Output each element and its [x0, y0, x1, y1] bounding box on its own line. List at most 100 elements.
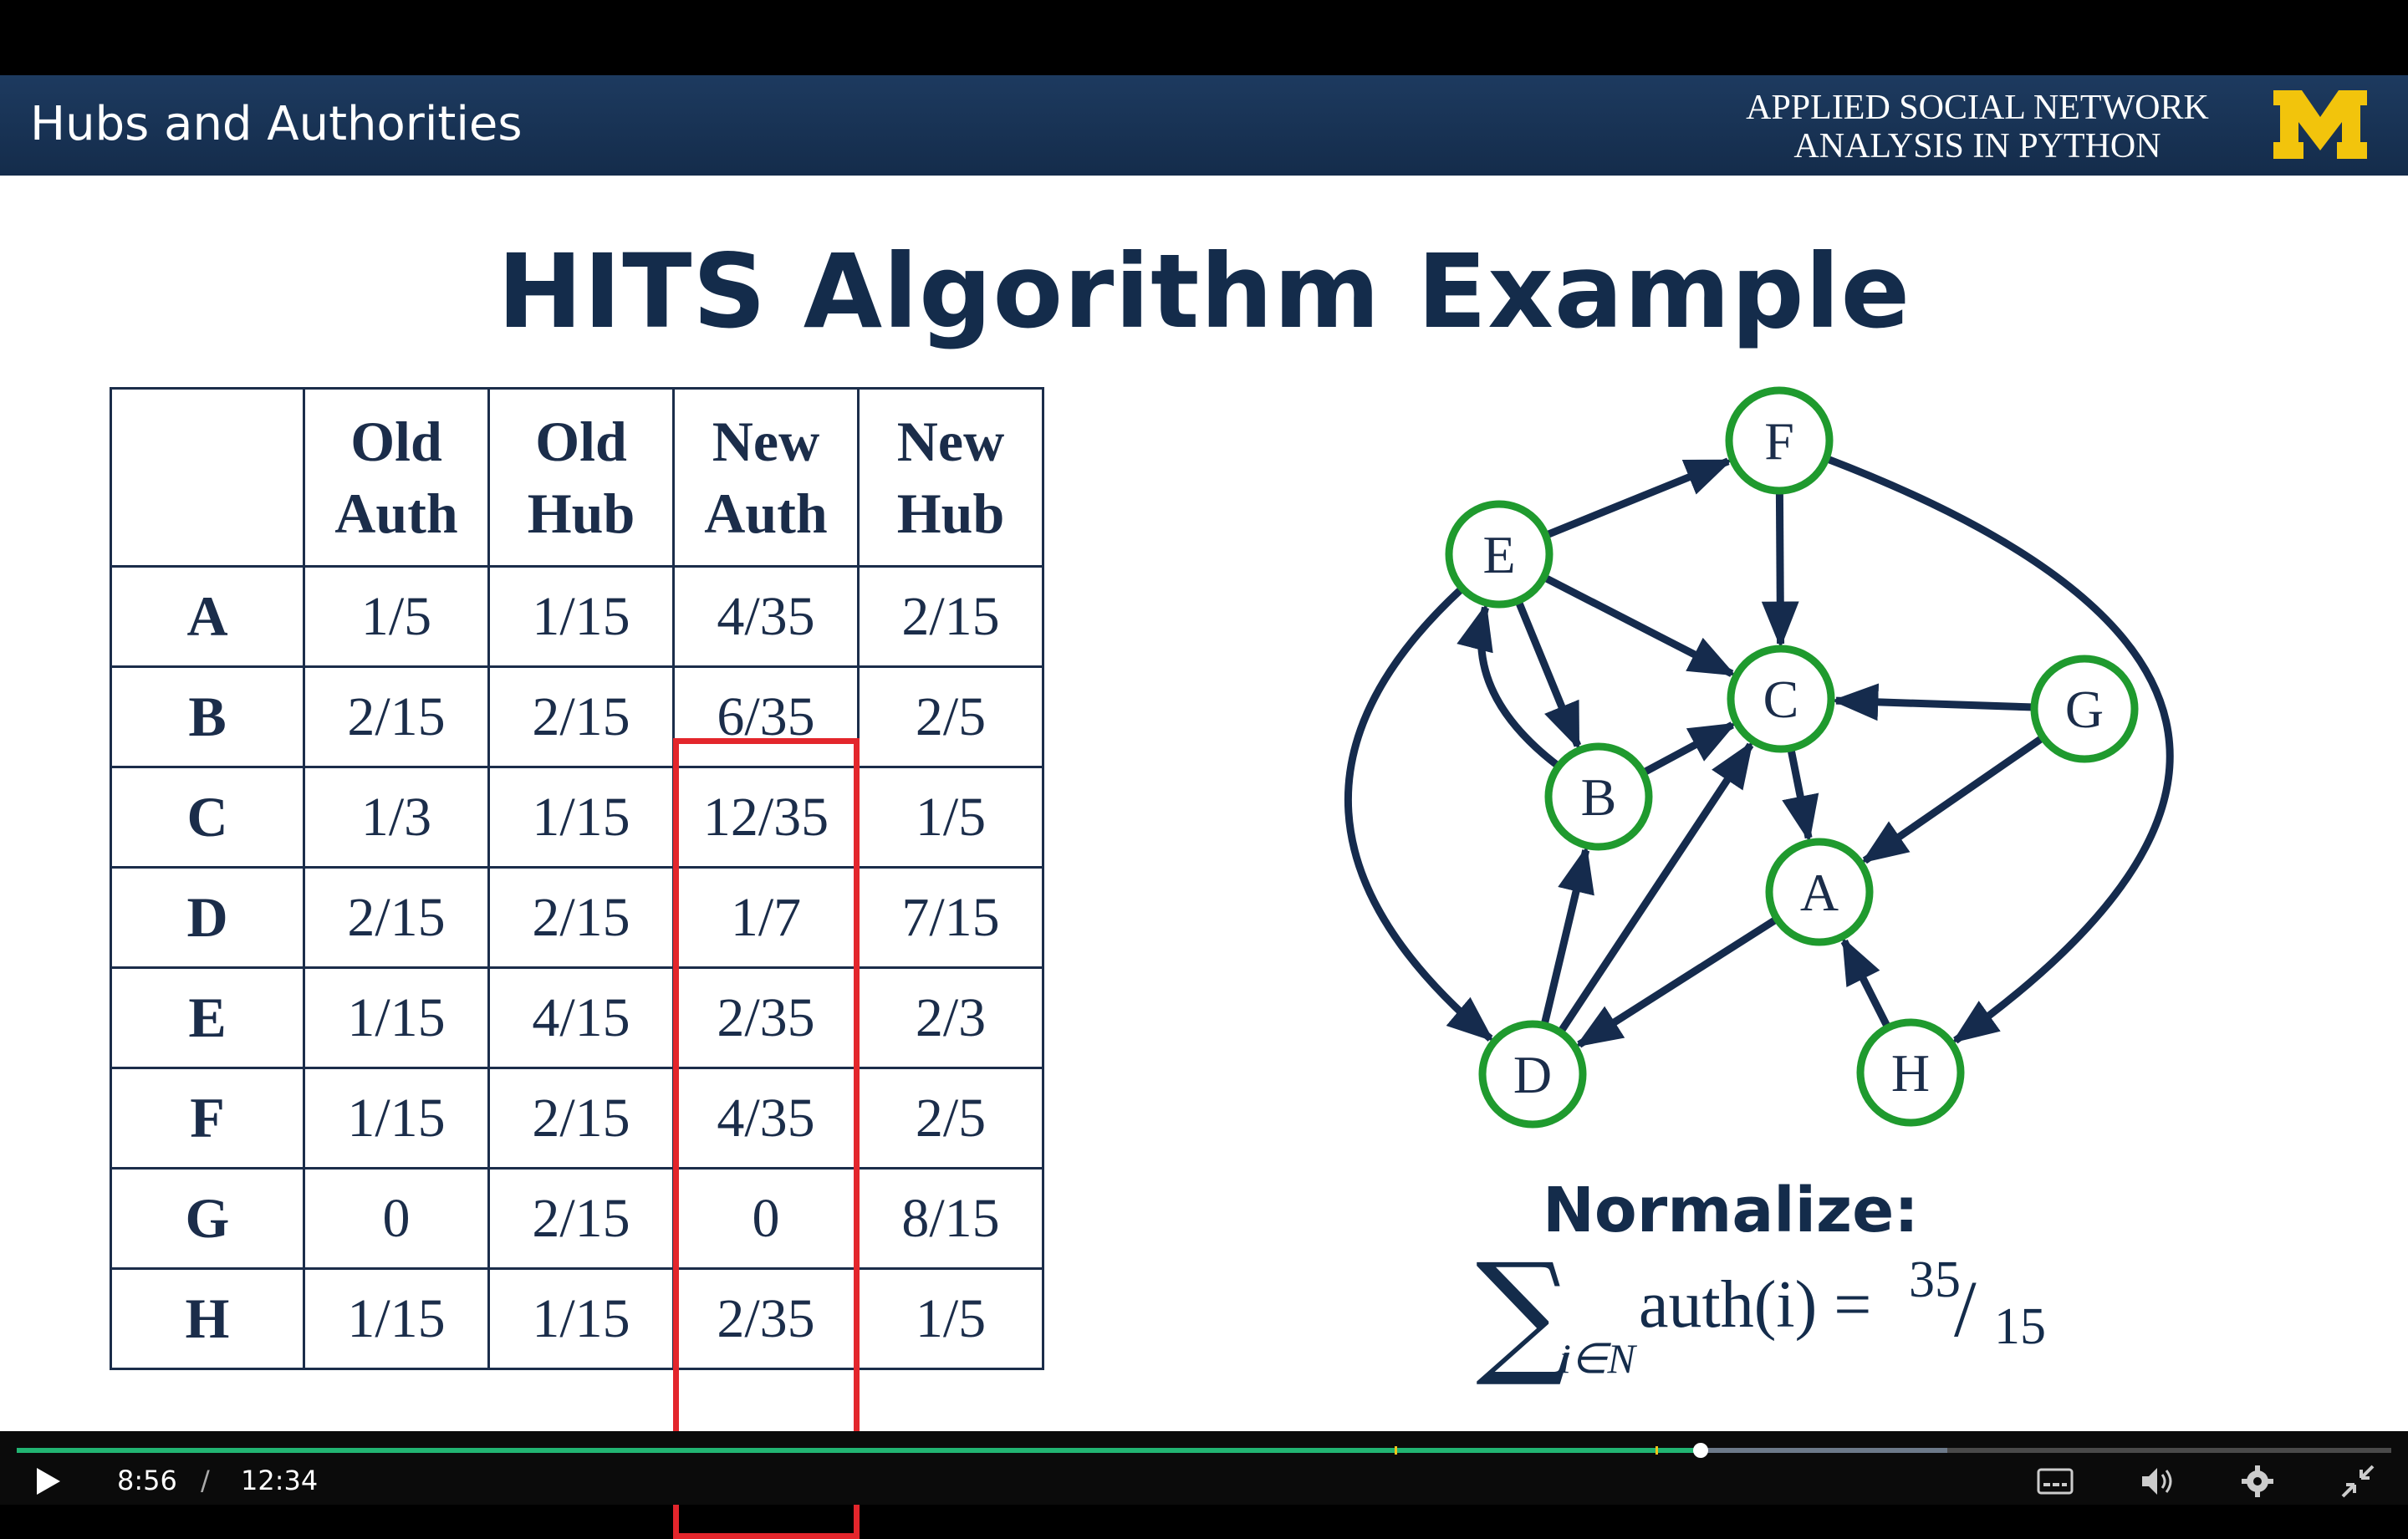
edge-e-to-c — [1542, 573, 1737, 677]
edge-d-to-c — [1557, 741, 1754, 1035]
edge-e-to-b — [1514, 599, 1582, 751]
table-cell: 6/35 — [672, 665, 860, 768]
progress-scrubber-handle[interactable] — [1693, 1443, 1709, 1458]
university-logo — [2273, 90, 2367, 159]
table-row: B 2/15 2/15 6/35 2/5 — [110, 665, 1044, 768]
edge-f-to-c — [1761, 490, 1799, 649]
node-label: D — [1513, 1045, 1552, 1104]
course-title: APPLIED SOCIAL NETWORK ANALYSIS IN PYTHO… — [1722, 89, 2232, 166]
table-header-new-auth: New Auth — [672, 387, 860, 568]
table-cell: 7/15 — [857, 866, 1044, 969]
played-bar — [17, 1448, 1701, 1453]
node-circle — [1856, 1018, 1965, 1127]
normalize-label: Normalize: — [1543, 1175, 1919, 1246]
table-row: F 1/15 2/15 4/35 2/5 — [110, 1067, 1044, 1170]
normalize-formula: ∑ i∈N auth(i) = 35 / 15 — [1476, 1234, 2078, 1390]
table-cell: 1/7 — [672, 866, 860, 969]
node-label: A — [1800, 863, 1839, 922]
row-label: H — [110, 1267, 305, 1370]
node-label: C — [1763, 670, 1799, 729]
table-cell: 1/15 — [303, 966, 490, 1069]
summation-subscript: i∈N — [1559, 1335, 1635, 1382]
edge-g-to-c — [1831, 683, 2035, 721]
node-circle — [1544, 742, 1653, 851]
table-cell: 2/15 — [487, 1067, 675, 1170]
row-label: G — [110, 1167, 305, 1270]
table-cell: 1/15 — [303, 1267, 490, 1370]
row-label: A — [110, 565, 305, 668]
node-c: C — [1727, 645, 1835, 753]
video-player-controls: 8:56 / 12:34 — [0, 1431, 2408, 1505]
table-cell: 1/15 — [487, 766, 675, 869]
graph-nodes: A B C D E F G H — [1445, 386, 2139, 1129]
table-cell: 12/35 — [672, 766, 860, 869]
node-b: B — [1544, 742, 1653, 851]
table-cell: 1/15 — [487, 565, 675, 668]
table-cell: 2/5 — [857, 1067, 1044, 1170]
summation-symbol: ∑ — [1476, 1234, 1572, 1390]
table-cell: 4/35 — [672, 1067, 860, 1170]
edge-e-to-d — [1344, 585, 1494, 1042]
table-cell: 0 — [672, 1167, 860, 1270]
progress-track[interactable] — [17, 1443, 2391, 1458]
node-label: F — [1764, 411, 1794, 471]
table-cell: 1/15 — [303, 1067, 490, 1170]
letterbox-top — [0, 0, 2408, 75]
captions-icon[interactable] — [2035, 1461, 2075, 1501]
table-cell: 0 — [303, 1167, 490, 1270]
row-label: F — [110, 1067, 305, 1170]
table-cell: 4/15 — [487, 966, 675, 1069]
edge-b-to-c — [1640, 721, 1737, 777]
table-row: E 1/15 4/15 2/35 2/3 — [110, 966, 1044, 1069]
row-label: E — [110, 966, 305, 1069]
node-a: A — [1765, 838, 1874, 946]
chapter-marker — [1656, 1446, 1658, 1455]
formula-expression: auth(i) = — [1639, 1268, 1872, 1342]
table-header-blank — [110, 387, 305, 568]
table-cell: 2/15 — [487, 665, 675, 768]
node-circle — [1727, 645, 1835, 753]
table-row: C 1/3 1/15 12/35 1/5 — [110, 766, 1044, 869]
table-cell: 8/15 — [857, 1167, 1044, 1270]
row-label: B — [110, 665, 305, 768]
formula-slash: / — [1954, 1264, 1977, 1353]
play-icon[interactable] — [30, 1465, 64, 1498]
table-cell: 2/15 — [487, 1167, 675, 1270]
table-cell: 1/5 — [857, 1267, 1044, 1370]
table-cell: 1/5 — [303, 565, 490, 668]
table-cell: 1/5 — [857, 766, 1044, 869]
formula-denominator: 15 — [1994, 1298, 2046, 1355]
current-time: 8:56 — [117, 1465, 177, 1496]
table-header-row: Old Auth Old Hub New Auth New Hub — [110, 387, 1044, 568]
node-circle — [2030, 655, 2139, 763]
table-cell: 2/3 — [857, 966, 1044, 1069]
table-cell: 2/15 — [857, 565, 1044, 668]
table-cell: 4/35 — [672, 565, 860, 668]
slide-header: Hubs and Authorities APPLIED SOCIAL NETW… — [0, 75, 2408, 176]
table-cell: 1/3 — [303, 766, 490, 869]
node-h: H — [1856, 1018, 1965, 1127]
node-label: E — [1482, 525, 1515, 584]
table-cell: 2/35 — [672, 1267, 860, 1370]
edge-d-to-b — [1540, 845, 1594, 1027]
node-circle — [1725, 386, 1834, 495]
table-row: D 2/15 2/15 1/7 7/15 — [110, 866, 1044, 969]
table-row: A 1/5 1/15 4/35 2/15 — [110, 565, 1044, 668]
exit-fullscreen-icon[interactable] — [2338, 1461, 2378, 1501]
table-cell: 2/15 — [303, 665, 490, 768]
table-cell: 2/15 — [487, 866, 675, 969]
table-cell: 1/15 — [487, 1267, 675, 1370]
edge-b-to-e — [1457, 603, 1561, 770]
graph-edges — [1344, 455, 2174, 1048]
duration: 12:34 — [241, 1465, 319, 1496]
table-row: H 1/15 1/15 2/35 1/5 — [110, 1267, 1044, 1370]
node-circle — [1765, 838, 1874, 946]
edge-g-to-a — [1860, 734, 2046, 864]
course-title-line-2: ANALYSIS IN PYTHON — [1793, 127, 2161, 166]
settings-icon[interactable] — [2237, 1461, 2278, 1501]
formula-numerator: 35 — [1909, 1251, 1961, 1308]
node-label: B — [1581, 767, 1617, 827]
volume-icon[interactable] — [2137, 1461, 2177, 1501]
node-f: F — [1725, 386, 1834, 495]
